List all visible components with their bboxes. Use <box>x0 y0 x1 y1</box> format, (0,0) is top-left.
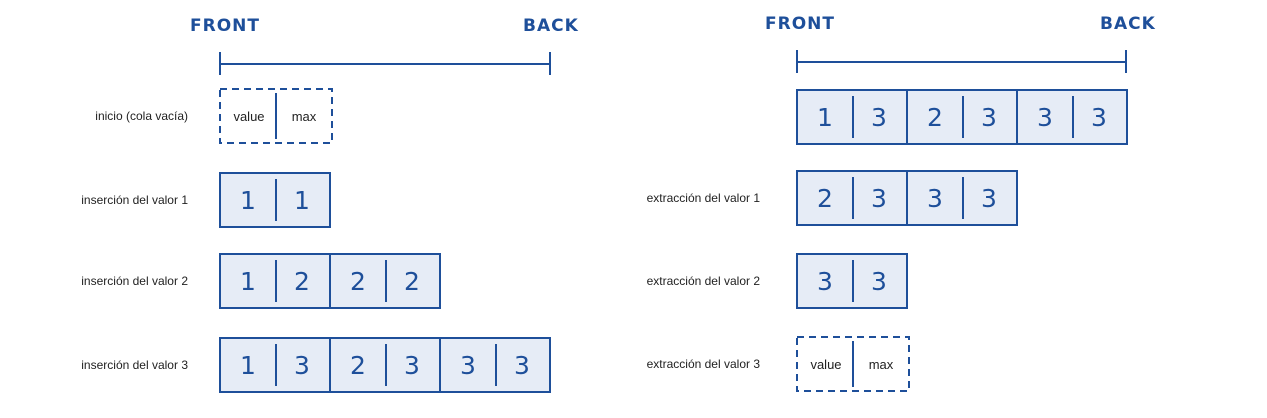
empty-queue-placeholder: value max <box>796 336 910 392</box>
cell-max: 3 <box>871 267 887 296</box>
cell-value: 2 <box>350 351 366 380</box>
cell-value: 1 <box>240 267 256 296</box>
row-label: inserción del valor 2 <box>81 274 188 288</box>
left-panel: FRONT BACK inicio (cola vacía) value maxin… <box>81 16 579 393</box>
left-rows: inicio (cola vacía) value max inserción del… <box>81 88 551 393</box>
cell-max: 2 <box>404 267 420 296</box>
row-label: extracción del valor 1 <box>647 191 761 205</box>
cell-max: 3 <box>514 351 530 380</box>
cell-value: 3 <box>927 184 943 213</box>
placeholder-value: value <box>810 357 841 372</box>
row-label: inserción del valor 1 <box>81 193 188 207</box>
cell-value: 2 <box>350 267 366 296</box>
cell-value: 3 <box>460 351 476 380</box>
right-back-header: BACK <box>1100 14 1156 34</box>
right_panel-row-4: extracción del valor 3 value max <box>647 336 910 392</box>
cell-max: 3 <box>871 184 887 213</box>
cell-max: 3 <box>1091 103 1107 132</box>
cell-max: 3 <box>981 184 997 213</box>
right-front-back-axis <box>796 50 1127 73</box>
cell-max: 2 <box>294 267 310 296</box>
cell-max: 3 <box>404 351 420 380</box>
placeholder-max: max <box>869 357 894 372</box>
row-label: inicio (cola vacía) <box>95 109 188 123</box>
left-front-header: FRONT <box>190 16 260 36</box>
cell-value: 1 <box>240 351 256 380</box>
left_panel-row-1: inicio (cola vacía) value max <box>95 88 333 144</box>
cell-max: 3 <box>981 103 997 132</box>
left-back-header: BACK <box>523 16 579 36</box>
cell-max: 3 <box>294 351 310 380</box>
placeholder-max: max <box>292 109 317 124</box>
cell-value: 2 <box>817 184 833 213</box>
empty-queue-placeholder: value max <box>219 88 333 144</box>
cell-max: 3 <box>871 103 887 132</box>
row-label: inserción del valor 3 <box>81 358 188 372</box>
left-front-back-axis <box>219 52 551 75</box>
cell-value: 3 <box>817 267 833 296</box>
cell-value: 2 <box>927 103 943 132</box>
right-front-header: FRONT <box>765 14 835 34</box>
cell-max: 1 <box>294 186 310 215</box>
cell-value: 1 <box>817 103 833 132</box>
cell-value: 1 <box>240 186 256 215</box>
placeholder-value: value <box>233 109 264 124</box>
row-label: extracción del valor 3 <box>647 357 761 371</box>
row-label: extracción del valor 2 <box>647 274 761 288</box>
cell-value: 3 <box>1037 103 1053 132</box>
